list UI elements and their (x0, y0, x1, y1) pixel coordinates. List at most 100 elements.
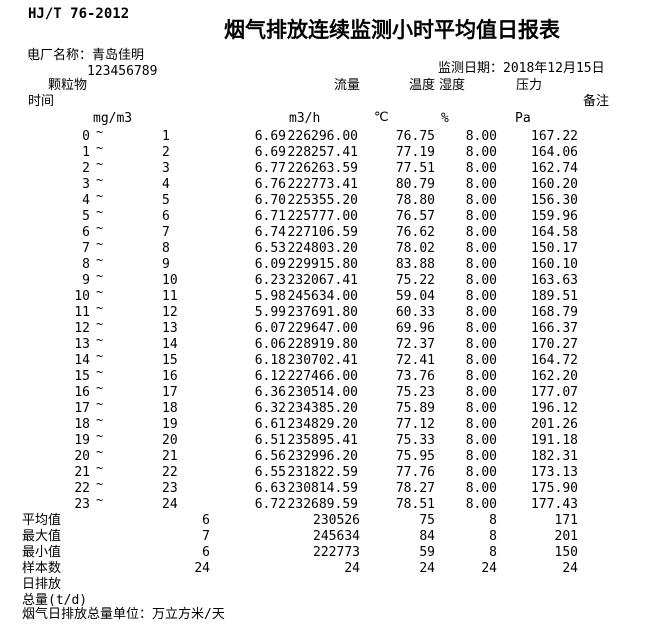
tilde-separator: ~ (96, 349, 104, 363)
table-row: 12 ~ 13 6.07 229647.00 69.96 8.00 166.37 (0, 317, 655, 337)
temperature-value: 72.41 (395, 353, 435, 368)
hour-start: 5 (82, 209, 90, 224)
tilde-separator: ~ (96, 365, 104, 379)
summary-label: 最大值 (22, 529, 62, 544)
flow-value: 230814.59 (287, 481, 358, 496)
particulate-value: 6.06 (254, 337, 286, 352)
hour-end: 3 (162, 161, 170, 176)
table-row: 5 ~ 6 6.71 225777.00 76.57 8.00 159.96 (0, 205, 655, 225)
pressure-value: 166.37 (531, 321, 578, 336)
particulate-value: 6.55 (254, 465, 286, 480)
table-row: 11 ~ 12 5.99 237691.80 60.33 8.00 168.79 (0, 301, 655, 321)
summary-temperature-value: 59 (419, 545, 435, 560)
hour-start: 14 (74, 353, 90, 368)
summary-flow-value: 245634 (313, 529, 360, 544)
summary-label: 总量(t/d) (22, 593, 88, 608)
table-row: 21 ~ 22 6.55 231822.59 77.76 8.00 173.13 (0, 461, 655, 481)
pressure-value: 156.30 (531, 193, 578, 208)
hour-end: 17 (162, 385, 178, 400)
pressure-value: 182.31 (531, 449, 578, 464)
flow-value: 229647.00 (287, 321, 358, 336)
particulate-value: 6.32 (254, 401, 286, 416)
humidity-value: 8.00 (465, 177, 497, 192)
column-header-pressure: 压力 (516, 78, 543, 93)
particulate-value: 6.12 (254, 369, 286, 384)
humidity-value: 8.00 (465, 305, 497, 320)
humidity-value: 8.00 (465, 481, 497, 496)
particulate-value: 6.72 (254, 497, 286, 512)
summary-pressure-value: 150 (554, 545, 578, 560)
table-row: 4 ~ 5 6.70 225355.20 78.80 8.00 156.30 (0, 189, 655, 209)
pressure-value: 177.07 (531, 385, 578, 400)
flow-value: 222773.41 (287, 177, 358, 192)
pressure-value: 162.20 (531, 369, 578, 384)
particulate-value: 5.99 (254, 305, 286, 320)
temperature-value: 83.88 (395, 257, 435, 272)
flow-value: 245634.00 (287, 289, 358, 304)
hour-start: 0 (82, 129, 90, 144)
temperature-value: 80.79 (395, 177, 435, 192)
hour-end: 19 (162, 417, 178, 432)
unit-particulate: mg/m3 (93, 111, 133, 126)
pressure-value: 189.51 (531, 289, 578, 304)
particulate-value: 6.77 (254, 161, 286, 176)
tilde-separator: ~ (96, 397, 104, 411)
tilde-separator: ~ (96, 253, 104, 267)
flow-value: 228257.41 (287, 145, 358, 160)
table-row: 10 ~ 11 5.98 245634.00 59.04 8.00 189.51 (0, 285, 655, 305)
hour-start: 11 (74, 305, 90, 320)
summary-flow-value: 230526 (313, 513, 360, 528)
pressure-value: 164.72 (531, 353, 578, 368)
flow-value: 230702.41 (287, 353, 358, 368)
hour-start: 16 (74, 385, 90, 400)
hour-end: 23 (162, 481, 178, 496)
flow-value: 235895.41 (287, 433, 358, 448)
pressure-value: 175.90 (531, 481, 578, 496)
particulate-value: 6.69 (254, 129, 286, 144)
summary-label: 最小值 (22, 545, 62, 560)
table-row: 17 ~ 18 6.32 234385.20 75.89 8.00 196.12 (0, 397, 655, 417)
tilde-separator: ~ (96, 157, 104, 171)
hour-end: 9 (162, 257, 170, 272)
unit-temperature: ℃ (374, 110, 389, 125)
hour-end: 12 (162, 305, 178, 320)
hour-start: 10 (74, 289, 90, 304)
summary-label: 样本数 (22, 561, 62, 576)
hour-end: 24 (162, 497, 178, 512)
hour-end: 18 (162, 401, 178, 416)
table-row: 0 ~ 1 6.69 226296.00 76.75 8.00 167.22 (0, 125, 655, 145)
humidity-value: 8.00 (465, 497, 497, 512)
humidity-value: 8.00 (465, 465, 497, 480)
tilde-separator: ~ (96, 461, 104, 475)
flow-value: 226296.00 (287, 129, 358, 144)
column-header-humidity: 湿度 (439, 78, 466, 93)
pressure-value: 168.79 (531, 305, 578, 320)
plant-code: 123456789 (87, 64, 158, 79)
temperature-value: 77.76 (395, 465, 435, 480)
table-row: 13 ~ 14 6.06 228919.80 72.37 8.00 170.27 (0, 333, 655, 353)
plant-name-line: 电厂名称：青岛佳明 (27, 48, 145, 63)
particulate-value: 6.56 (254, 449, 286, 464)
temperature-value: 75.23 (395, 385, 435, 400)
table-row: 16 ~ 17 6.36 230514.00 75.23 8.00 177.07 (0, 381, 655, 401)
temperature-value: 73.76 (395, 369, 435, 384)
particulate-value: 6.09 (254, 257, 286, 272)
flow-value: 230514.00 (287, 385, 358, 400)
temperature-value: 75.95 (395, 449, 435, 464)
hour-start: 3 (82, 177, 90, 192)
temperature-value: 75.22 (395, 273, 435, 288)
hour-start: 2 (82, 161, 90, 176)
humidity-value: 8.00 (465, 145, 497, 160)
particulate-value: 6.51 (254, 433, 286, 448)
hour-start: 21 (74, 465, 90, 480)
hour-end: 7 (162, 225, 170, 240)
pressure-value: 167.22 (531, 129, 578, 144)
hour-end: 8 (162, 241, 170, 256)
hour-start: 23 (74, 497, 90, 512)
tilde-separator: ~ (96, 493, 104, 507)
summary-row: 平均值 6 230526 75 8 171 (0, 513, 655, 529)
table-row: 3 ~ 4 6.76 222773.41 80.79 8.00 160.20 (0, 173, 655, 193)
flow-value: 229915.80 (287, 257, 358, 272)
particulate-value: 5.98 (254, 289, 286, 304)
summary-particulate-value: 6 (202, 545, 210, 560)
